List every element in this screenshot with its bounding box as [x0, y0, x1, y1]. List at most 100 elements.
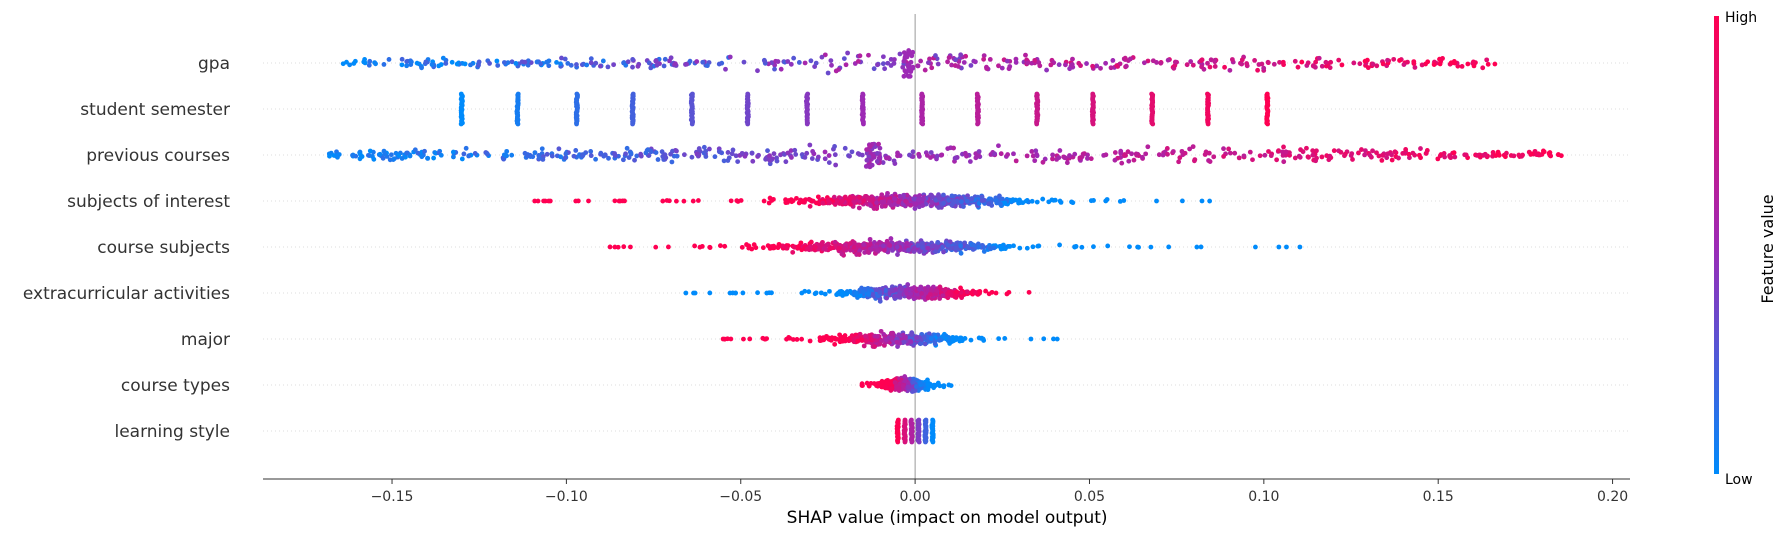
shap-point [580, 153, 585, 159]
shap-point [1384, 155, 1390, 161]
shap-point [999, 65, 1005, 71]
shap-point [1339, 62, 1345, 68]
shap-point [429, 62, 435, 67]
shap-point [451, 154, 456, 160]
shap-point [897, 193, 903, 199]
shap-point [941, 192, 946, 198]
feature-label-extracurricular-activities: extracurricular activities [23, 284, 230, 304]
shap-point [1370, 61, 1376, 67]
shap-point [826, 160, 832, 166]
shap-point [653, 58, 659, 64]
shap-point [558, 61, 563, 67]
shap-point [1207, 159, 1213, 164]
shap-point [1362, 152, 1367, 158]
shap-point [461, 151, 467, 157]
shap-point [1011, 243, 1016, 249]
shap-point [1405, 59, 1410, 65]
shap-point [707, 146, 712, 152]
shap-point [1416, 152, 1422, 158]
shap-point [776, 241, 782, 247]
shap-point [1440, 56, 1445, 61]
shap-point [1148, 244, 1154, 250]
shap-point [872, 344, 878, 350]
shap-point [1396, 155, 1401, 161]
shap-point [804, 121, 810, 127]
shap-point [1057, 198, 1063, 204]
shap-point [950, 338, 956, 343]
shap-point [958, 250, 964, 256]
shap-point [983, 288, 989, 294]
colorbar-title: Feature value [1758, 194, 1777, 303]
shap-point [792, 147, 798, 153]
shap-point [807, 203, 813, 209]
shap-point [494, 58, 500, 64]
shap-point [1511, 153, 1517, 159]
shap-point [707, 290, 713, 296]
shap-point [878, 328, 884, 334]
shap-point [895, 252, 900, 257]
shap-point [914, 335, 919, 340]
shap-point [822, 291, 828, 297]
shap-point [568, 62, 574, 68]
shap-point [1304, 145, 1309, 151]
shap-point [936, 337, 942, 343]
shap-point [929, 243, 935, 249]
shap-point [833, 68, 839, 74]
shap-point [1166, 244, 1172, 250]
shap-point [785, 150, 791, 156]
shap-point [903, 334, 908, 340]
shap-point [1046, 199, 1052, 205]
shap-point [973, 59, 978, 65]
shap-point [1040, 159, 1046, 165]
shap-point [961, 204, 966, 209]
shap-point [556, 146, 562, 152]
shap-point [755, 290, 760, 296]
shap-point [959, 199, 964, 205]
shap-point [438, 152, 444, 158]
shap-point [906, 48, 912, 53]
shap-point [459, 156, 465, 162]
shap-point [889, 335, 894, 341]
shap-point [630, 64, 635, 70]
shap-point [1202, 152, 1208, 157]
shap-point [1085, 152, 1090, 158]
x-tick-label: −0.15 [371, 489, 414, 505]
shap-point [1150, 58, 1156, 64]
x-axis-title: SHAP value (impact on model output) [787, 508, 1108, 528]
shap-point [971, 242, 976, 248]
feature-label-subjects-of-interest: subjects of interest [67, 192, 230, 212]
shap-point [1002, 200, 1008, 206]
shap-point [767, 157, 772, 163]
shap-point [778, 66, 784, 72]
shap-point [873, 287, 879, 293]
shap-point [1176, 159, 1182, 165]
shap-point [978, 335, 984, 341]
shap-point [791, 244, 797, 250]
x-tick-label: −0.10 [545, 489, 588, 505]
shap-point [827, 337, 833, 343]
shap-point [593, 156, 598, 162]
shap-point [892, 380, 898, 385]
shap-point [1418, 146, 1423, 151]
shap-point [925, 295, 931, 301]
shap-point [905, 384, 911, 390]
shap-point [729, 151, 735, 157]
shap-point [509, 152, 515, 158]
shap-point [366, 62, 372, 68]
shap-point [1037, 63, 1043, 69]
shap-point [1401, 62, 1407, 67]
shap-point [662, 152, 668, 158]
shap-point [1110, 58, 1116, 63]
shap-point [1435, 156, 1441, 162]
shap-point [365, 152, 371, 158]
shap-point [879, 199, 885, 205]
shap-point [422, 148, 427, 154]
shap-point [1310, 148, 1316, 154]
shap-point [856, 252, 862, 258]
shap-point [468, 62, 473, 68]
shap-point [822, 52, 828, 58]
shap-point [407, 153, 413, 159]
shap-point [863, 163, 869, 169]
shap-point [856, 243, 862, 248]
shap-point [794, 195, 799, 201]
